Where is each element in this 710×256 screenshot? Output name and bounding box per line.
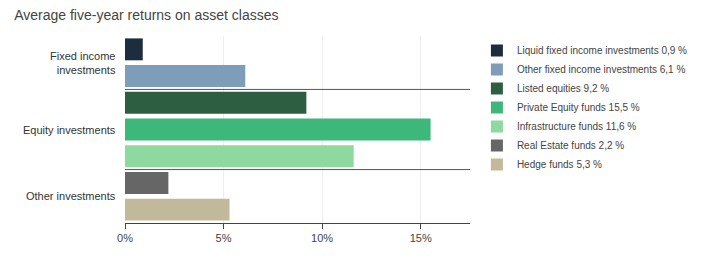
svg-text:0%: 0% (117, 232, 133, 244)
svg-text:10%: 10% (311, 232, 333, 244)
svg-text:Listed equities 9,2 %: Listed equities 9,2 % (517, 83, 609, 94)
svg-text:Other fixed income investments: Other fixed income investments 6,1 % (517, 64, 686, 75)
svg-text:Other investments: Other investments (26, 190, 116, 202)
svg-text:15%: 15% (410, 232, 432, 244)
svg-text:Infrastructure funds 11,6 %: Infrastructure funds 11,6 % (517, 121, 636, 132)
svg-text:Fixed incomeinvestments: Fixed incomeinvestments (50, 50, 116, 76)
svg-text:Private Equity funds 15,5 %: Private Equity funds 15,5 % (517, 102, 640, 113)
svg-text:Hedge funds 5,3 %: Hedge funds 5,3 % (517, 159, 602, 170)
svg-text:Liquid fixed income investment: Liquid fixed income investments 0,9 % (517, 45, 687, 56)
svg-text:5%: 5% (216, 232, 232, 244)
svg-text:Average five-year returns on a: Average five-year returns on asset class… (14, 7, 278, 23)
svg-text:Real Estate funds 2,2 %: Real Estate funds 2,2 % (517, 140, 624, 151)
svg-text:Equity investments: Equity investments (23, 124, 116, 136)
